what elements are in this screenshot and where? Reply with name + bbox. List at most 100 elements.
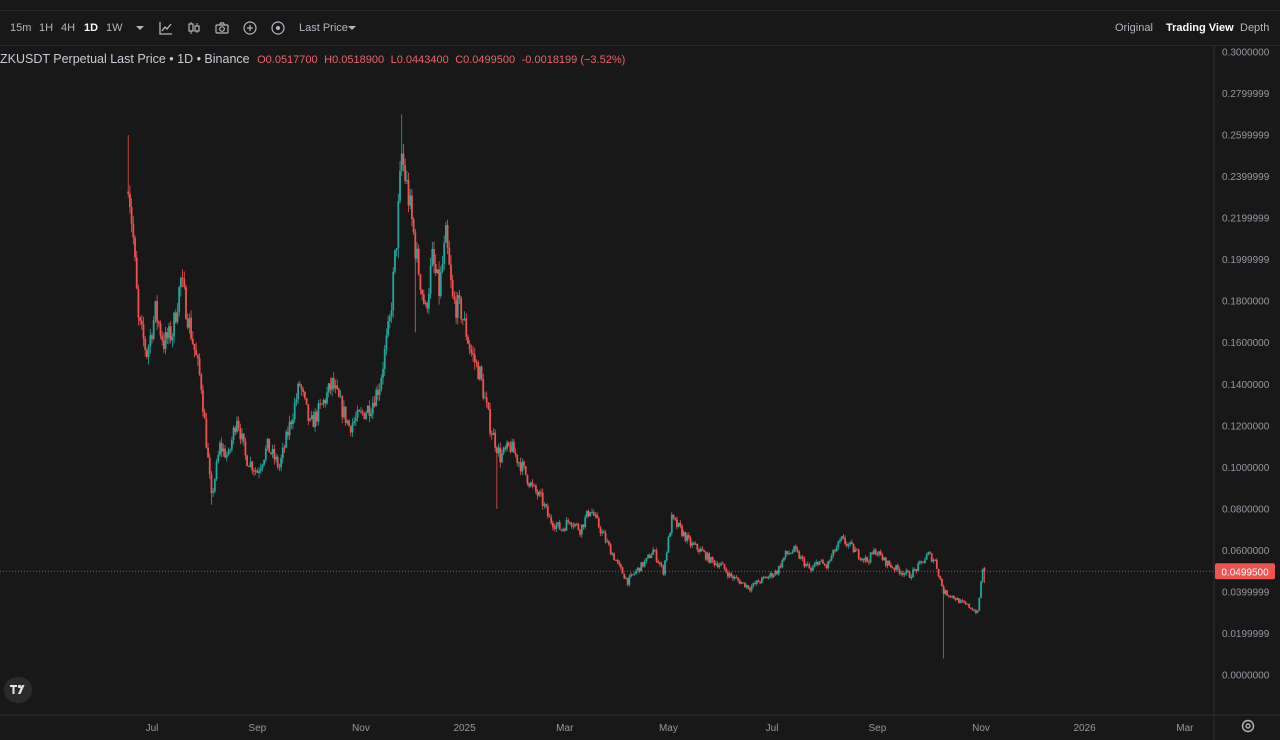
- candle-body: [575, 523, 578, 525]
- candle-body: [949, 596, 952, 598]
- candle-body: [429, 265, 432, 294]
- candle-body: [411, 195, 413, 220]
- candle-body: [934, 559, 937, 561]
- ohlc-close: C0.0499500: [455, 54, 516, 66]
- candle-body: [162, 340, 165, 349]
- time-tick-label: Jul: [146, 723, 159, 734]
- candle-body: [659, 562, 661, 565]
- candle-body: [424, 302, 427, 304]
- candle-body: [815, 561, 818, 565]
- price-type-chevron-icon[interactable]: [344, 20, 360, 36]
- target-icon[interactable]: [270, 20, 286, 36]
- interval-15m[interactable]: 15m: [10, 22, 32, 34]
- candle-body: [755, 580, 758, 584]
- view-trading-view[interactable]: Trading View: [1166, 22, 1234, 34]
- candle-body: [784, 551, 787, 558]
- candle-body: [613, 553, 615, 560]
- candle-body: [224, 448, 226, 458]
- candle-body: [324, 399, 327, 404]
- candle-body: [137, 288, 140, 318]
- tradingview-logo-icon[interactable]: [4, 677, 32, 703]
- candle-body: [450, 264, 452, 281]
- candle-body: [648, 555, 651, 559]
- candle-body: [191, 338, 194, 344]
- candle-body: [244, 441, 247, 456]
- candle-body: [898, 569, 901, 574]
- candle-body: [796, 549, 799, 552]
- candle-body: [694, 543, 697, 545]
- candle-body: [186, 319, 189, 328]
- candle-body: [470, 349, 473, 354]
- candle-body: [427, 293, 430, 309]
- candle-body: [373, 402, 376, 407]
- candle-body: [407, 180, 410, 206]
- candle-body: [699, 548, 702, 552]
- candle-body: [698, 549, 700, 552]
- camera-icon[interactable]: [214, 20, 230, 36]
- candle-body: [519, 462, 522, 472]
- candle-body: [514, 452, 517, 455]
- indicator-icon[interactable]: [158, 20, 174, 36]
- chart-type-icon[interactable]: [186, 20, 202, 36]
- candle-body: [528, 483, 531, 487]
- interval-4h[interactable]: 4H: [61, 22, 76, 34]
- price-type-select[interactable]: Last Price: [299, 22, 348, 34]
- add-icon[interactable]: [242, 20, 258, 36]
- candle-body: [978, 597, 981, 611]
- candle-body: [873, 549, 875, 554]
- interval-1d[interactable]: 1D: [84, 22, 99, 34]
- candle-body: [597, 518, 600, 528]
- candle-body: [439, 271, 442, 296]
- candle-body: [827, 561, 830, 569]
- price-tick-label: 0.0199999: [1222, 629, 1270, 640]
- interval-1h[interactable]: 1H: [39, 22, 54, 34]
- candle-body: [650, 554, 653, 559]
- candlestick-chart[interactable]: 0.3000000 0.2799999 0.2599999 0.2399999 0.21…: [0, 45, 1280, 740]
- candle-body: [881, 555, 884, 561]
- candle-body: [589, 512, 592, 517]
- candle-body: [800, 556, 802, 559]
- candle-body: [563, 528, 566, 531]
- candle-body: [465, 318, 468, 338]
- candle-body: [901, 572, 904, 575]
- candle-body: [506, 442, 508, 449]
- candle-body: [251, 461, 254, 471]
- candle-body: [652, 549, 655, 555]
- candle-body: [558, 522, 561, 530]
- candle-body: [246, 455, 249, 467]
- candle-body: [207, 447, 209, 458]
- candle-body: [572, 525, 575, 527]
- candle-body: [263, 459, 266, 465]
- candle-body: [178, 287, 181, 313]
- candle-body: [363, 412, 366, 419]
- candle-body: [580, 524, 583, 535]
- candle-body: [174, 312, 177, 323]
- candle-body: [961, 600, 964, 602]
- candle-body: [924, 559, 926, 564]
- candle-body: [431, 248, 434, 266]
- view-original[interactable]: Original: [1115, 22, 1153, 34]
- interval-1w[interactable]: 1W: [106, 22, 123, 34]
- candle-body: [200, 374, 203, 390]
- candle-body: [375, 389, 378, 407]
- chevron-down-icon[interactable]: [132, 20, 148, 36]
- view-depth[interactable]: Depth: [1240, 22, 1270, 34]
- candle-body: [908, 571, 911, 579]
- candle-body: [365, 412, 367, 419]
- candle-body: [451, 280, 454, 297]
- candle-body: [750, 586, 753, 591]
- candle-body: [825, 565, 828, 569]
- settings-icon[interactable]: [1240, 718, 1256, 734]
- candle-body: [271, 448, 274, 454]
- candle-body: [844, 537, 846, 544]
- candle-body: [475, 362, 478, 364]
- candle-body: [409, 195, 412, 206]
- candle-body: [771, 573, 773, 577]
- candle-body: [704, 551, 707, 560]
- candle-body: [981, 569, 984, 582]
- candle-body: [817, 561, 819, 565]
- candle-body: [662, 565, 665, 575]
- candle-body: [777, 565, 780, 574]
- candle-body: [343, 406, 345, 418]
- candle-body: [774, 570, 777, 575]
